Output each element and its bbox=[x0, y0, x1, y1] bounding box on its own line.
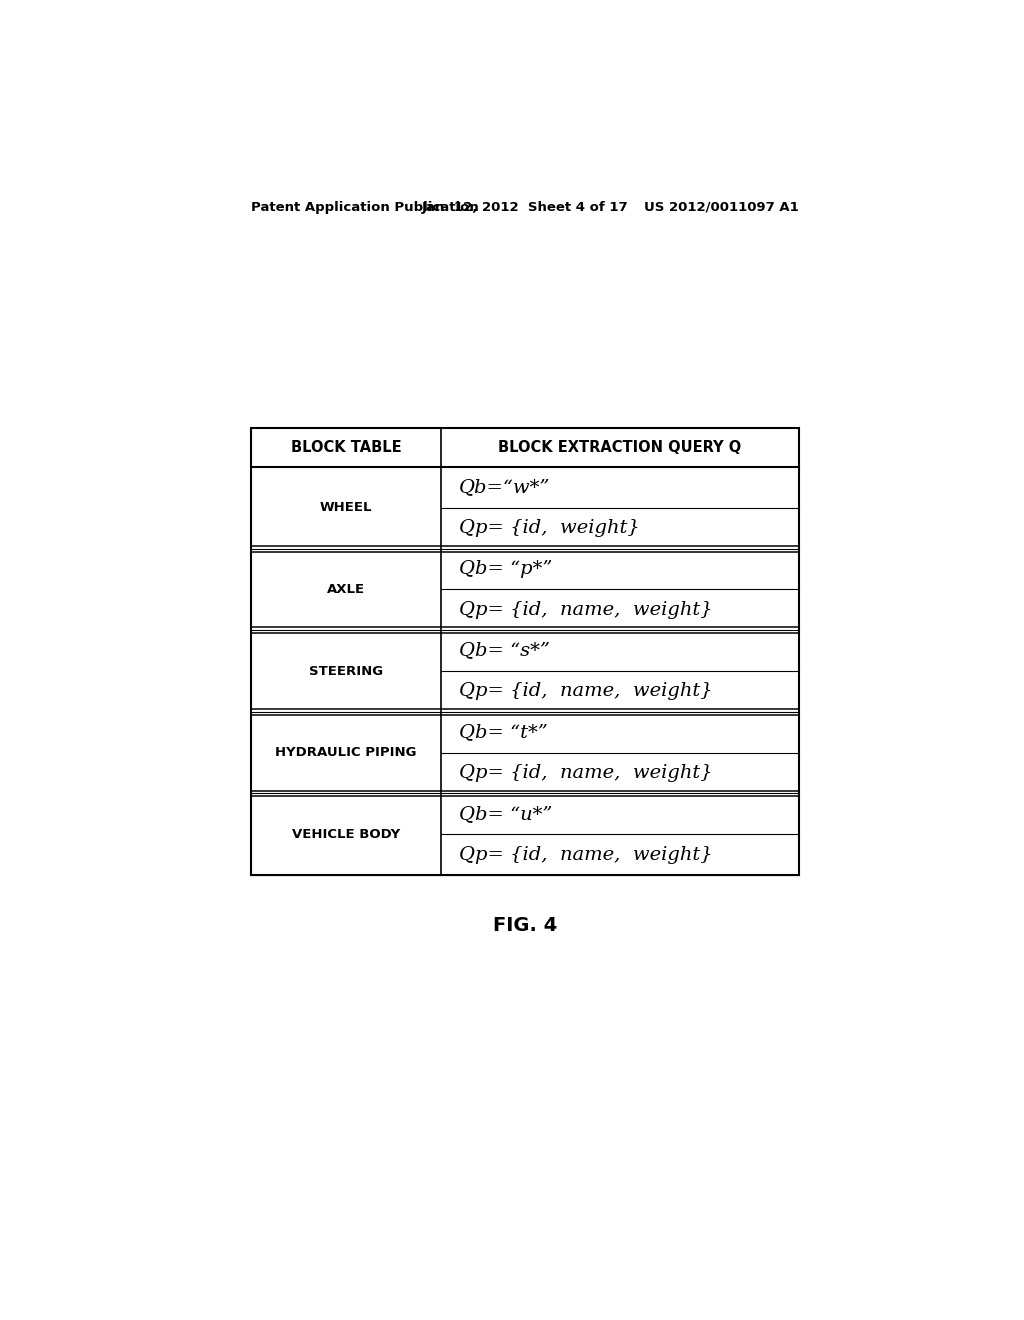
Text: Qp= {id,  name,  weight}: Qp= {id, name, weight} bbox=[459, 846, 713, 863]
Text: WHEEL: WHEEL bbox=[319, 502, 373, 515]
Text: Patent Application Publication: Patent Application Publication bbox=[251, 201, 479, 214]
Text: BLOCK EXTRACTION QUERY Q: BLOCK EXTRACTION QUERY Q bbox=[499, 440, 741, 455]
Text: HYDRAULIC PIPING: HYDRAULIC PIPING bbox=[275, 746, 417, 759]
Text: STEERING: STEERING bbox=[309, 664, 383, 677]
Text: Qp= {id,  name,  weight}: Qp= {id, name, weight} bbox=[459, 764, 713, 781]
Text: FIG. 4: FIG. 4 bbox=[493, 916, 557, 936]
Text: US 2012/0011097 A1: US 2012/0011097 A1 bbox=[644, 201, 799, 214]
Text: VEHICLE BODY: VEHICLE BODY bbox=[292, 828, 400, 841]
Text: Qp= {id,  name,  weight}: Qp= {id, name, weight} bbox=[459, 682, 713, 701]
Bar bbox=[251, 428, 799, 875]
Text: Jan. 12, 2012  Sheet 4 of 17: Jan. 12, 2012 Sheet 4 of 17 bbox=[422, 201, 628, 214]
Text: Qb= “u*”: Qb= “u*” bbox=[459, 805, 552, 822]
Text: Qb=“w*”: Qb=“w*” bbox=[459, 478, 550, 496]
Text: Qb= “t*”: Qb= “t*” bbox=[459, 723, 548, 742]
Text: Qb= “s*”: Qb= “s*” bbox=[459, 642, 550, 660]
Text: Qp= {id,  weight}: Qp= {id, weight} bbox=[459, 519, 640, 537]
Text: BLOCK TABLE: BLOCK TABLE bbox=[291, 440, 401, 455]
Text: Qb= “p*”: Qb= “p*” bbox=[459, 560, 552, 578]
Text: Qp= {id,  name,  weight}: Qp= {id, name, weight} bbox=[459, 601, 713, 619]
Text: AXLE: AXLE bbox=[328, 583, 366, 595]
